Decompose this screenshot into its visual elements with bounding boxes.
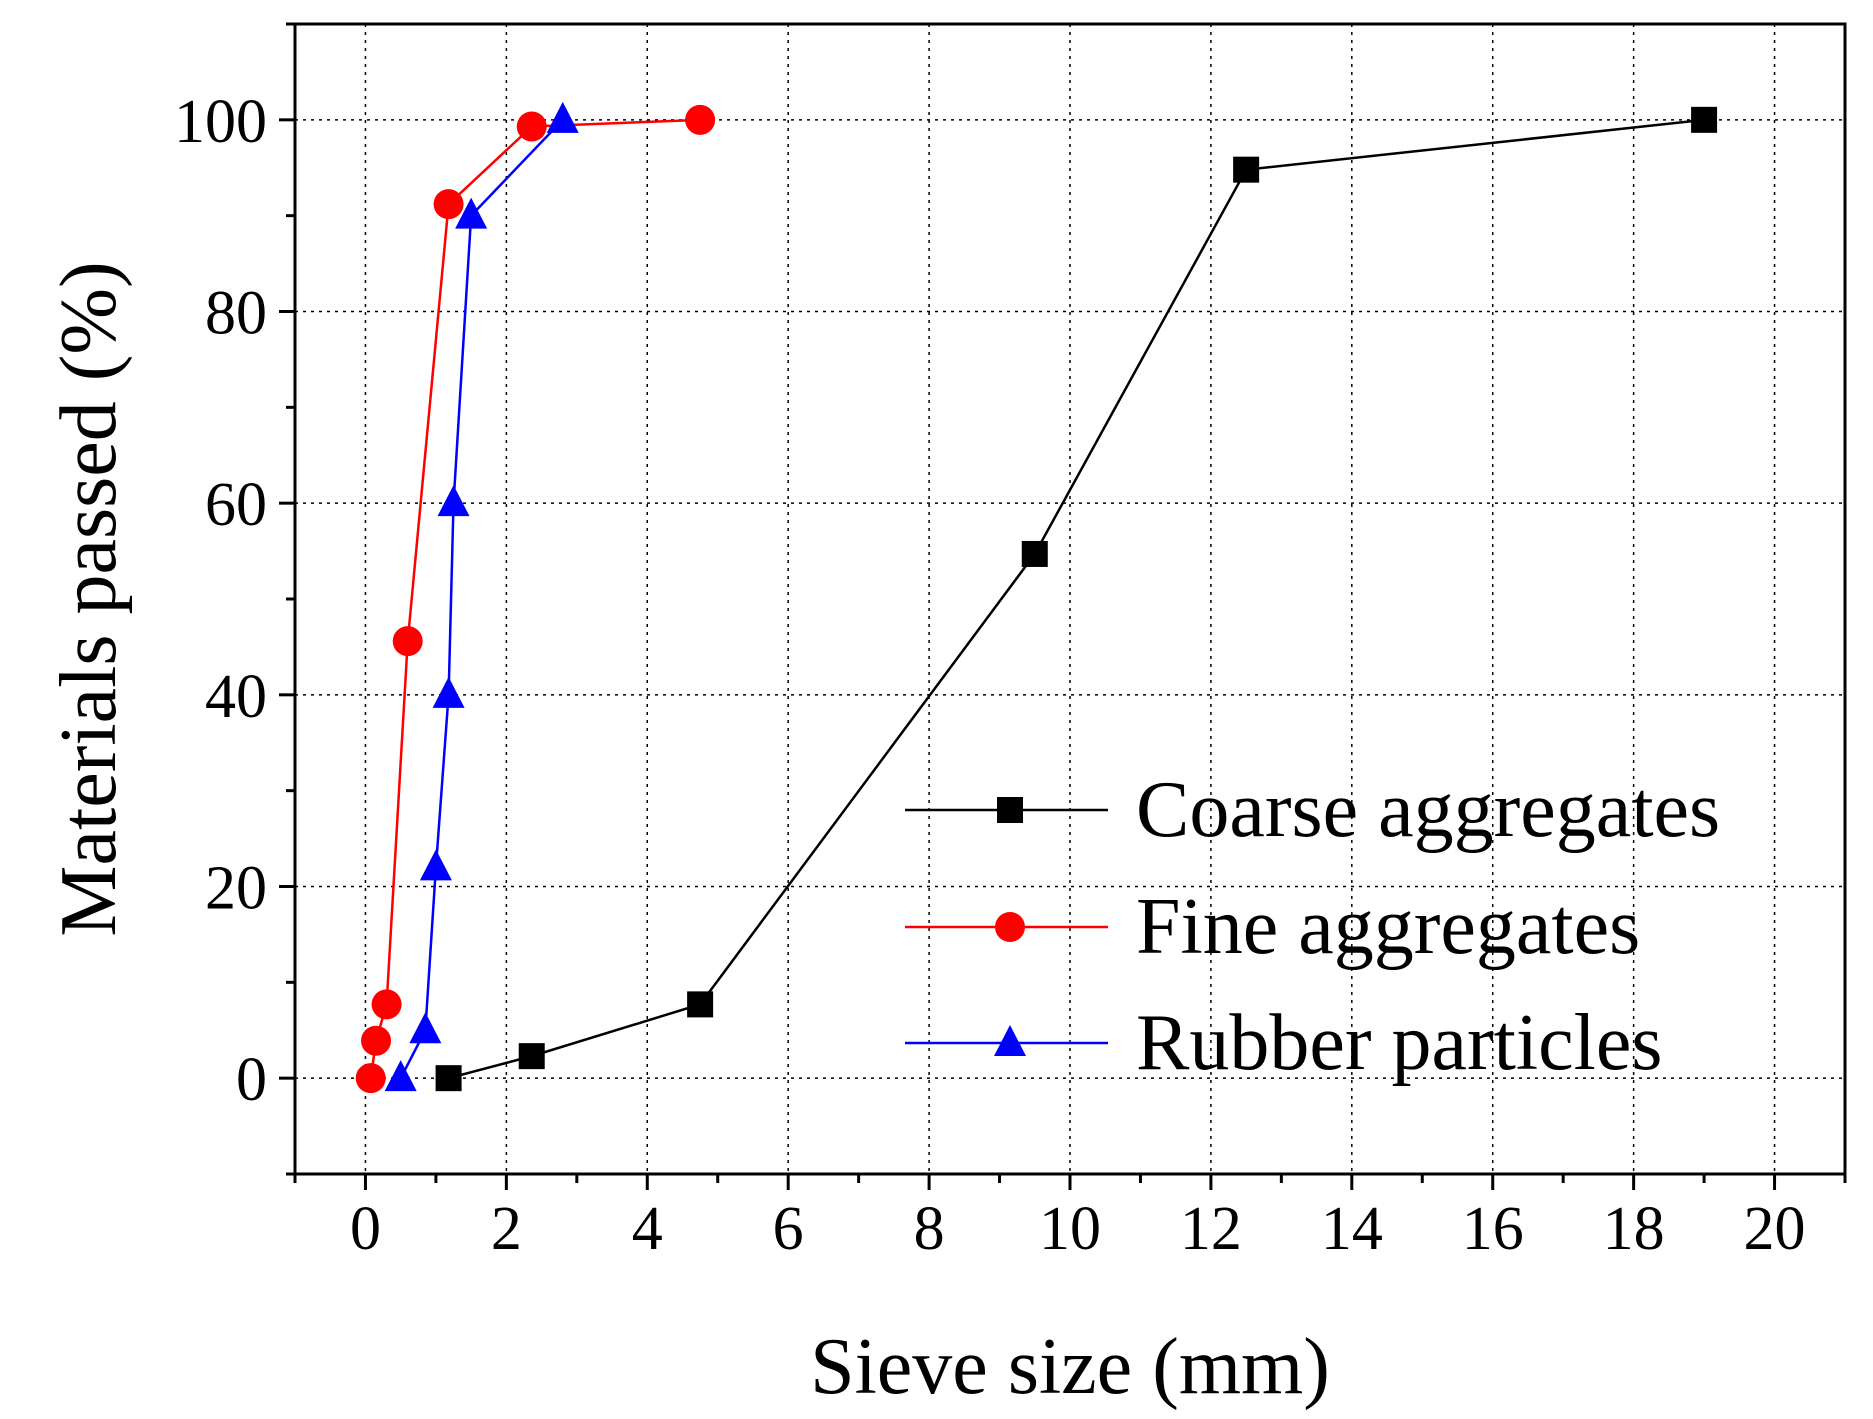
y-tick-label: 100: [174, 88, 267, 156]
x-tick-label: 12: [1180, 1195, 1242, 1263]
x-tick-label: 0: [350, 1195, 381, 1263]
series-rubber-particles: [384, 101, 579, 1092]
series-line-coarse-aggregates: [448, 118, 1705, 1080]
legend: Coarse aggregates Fine aggregates Rubber p…: [905, 766, 1720, 1087]
legend-label-fine-aggregates: Fine aggregates: [1136, 883, 1640, 971]
y-tick-label: 40: [205, 663, 267, 731]
x-tick-label: 10: [1039, 1195, 1101, 1263]
tick-labels: 0 2 4 6 8 10 12 14 16 18 20 0 20 40 60 80 100: [174, 88, 1806, 1263]
data-point-fine-aggregates: [685, 104, 716, 135]
data-point-fine-aggregates: [371, 989, 402, 1020]
series-fine-aggregates: [355, 104, 716, 1094]
series-coarse-aggregates: [435, 106, 1718, 1092]
data-point-coarse-aggregates: [435, 1065, 462, 1092]
series-line-fine-aggregates: [369, 118, 701, 1079]
x-tick-label: 2: [491, 1195, 522, 1263]
legend-item-coarse-aggregates: Coarse aggregates: [905, 766, 1720, 854]
grid-lines: [295, 24, 1845, 1174]
legend-label-rubber-particles: Rubber particles: [1136, 999, 1662, 1087]
x-tick-label: 8: [914, 1195, 945, 1263]
data-point-fine-aggregates: [355, 1063, 386, 1094]
x-tick-label: 18: [1603, 1195, 1665, 1263]
legend-item-fine-aggregates: Fine aggregates: [905, 883, 1640, 971]
data-point-fine-aggregates: [361, 1025, 392, 1056]
legend-item-rubber-particles: Rubber particles: [905, 999, 1662, 1087]
data-point-rubber-particles: [409, 1012, 442, 1044]
data-point-coarse-aggregates: [1691, 106, 1718, 133]
legend-marker-fine-aggregates: [995, 912, 1025, 942]
data-point-fine-aggregates: [516, 111, 547, 142]
data-point-coarse-aggregates: [687, 991, 714, 1018]
y-tick-label: 20: [205, 855, 267, 923]
data-point-coarse-aggregates: [1233, 156, 1260, 183]
legend-marker-rubber-particles: [994, 1025, 1026, 1056]
y-tick-label: 80: [205, 280, 267, 348]
y-axis-title: Materials passed (%): [45, 261, 133, 936]
data-point-coarse-aggregates: [518, 1043, 545, 1070]
data-point-rubber-particles: [455, 197, 488, 229]
x-tick-label: 14: [1321, 1195, 1383, 1263]
x-tick-label: 6: [773, 1195, 804, 1263]
x-tick-label: 16: [1462, 1195, 1524, 1263]
legend-marker-coarse-aggregates: [997, 797, 1023, 823]
y-tick-label: 60: [205, 471, 267, 539]
legend-label-coarse-aggregates: Coarse aggregates: [1136, 766, 1720, 854]
data-point-fine-aggregates: [392, 626, 423, 657]
x-tick-label: 20: [1744, 1195, 1806, 1263]
data-point-fine-aggregates: [433, 189, 464, 220]
x-axis-title: Sieve size (mm): [810, 1323, 1330, 1411]
data-point-rubber-particles: [419, 849, 452, 881]
x-tick-label: 4: [632, 1195, 663, 1263]
data-point-rubber-particles: [432, 676, 465, 708]
axis-ticks: [279, 22, 1847, 1190]
data-series: [355, 101, 1718, 1094]
data-point-rubber-particles: [384, 1060, 417, 1092]
y-tick-label: 0: [236, 1046, 267, 1114]
series-line-rubber-particles: [399, 118, 564, 1079]
data-point-rubber-particles: [437, 485, 470, 517]
data-point-rubber-particles: [546, 101, 579, 133]
data-point-coarse-aggregates: [1021, 540, 1048, 567]
